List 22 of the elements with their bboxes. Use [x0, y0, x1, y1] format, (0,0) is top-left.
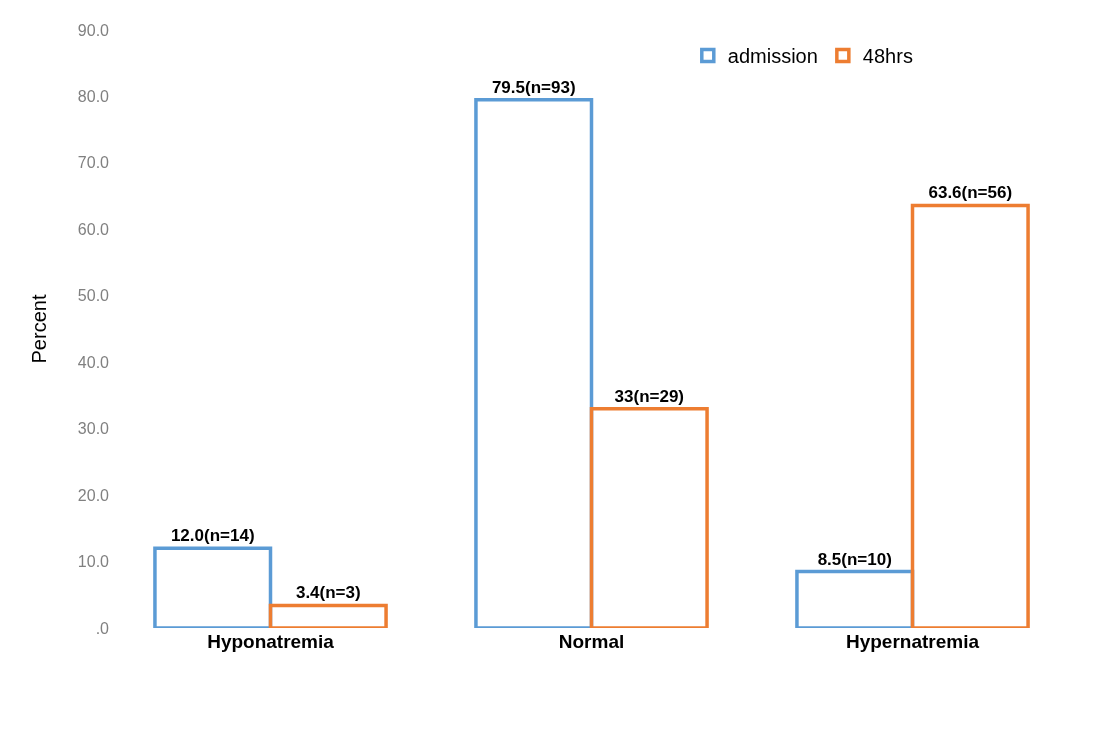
data-label: 8.5(n=10): [817, 549, 892, 569]
y-tick-label: 40.0: [77, 353, 110, 371]
y-tick-label: 50.0: [77, 287, 110, 305]
y-tick-label: .0: [95, 619, 110, 637]
data-label: 12.0(n=14): [170, 526, 255, 546]
x-tick-label: Normal: [558, 631, 625, 652]
data-label: 33(n=29): [614, 386, 685, 406]
x-tick-label: Hyponatremia: [207, 631, 335, 652]
y-axis-title: Percent: [28, 294, 51, 364]
y-tick-label: 80.0: [77, 88, 110, 106]
y-tick-label: 20.0: [77, 486, 110, 504]
legend-label: admission: [727, 45, 818, 68]
y-tick-label: 70.0: [77, 154, 110, 172]
y-tick-label: 30.0: [77, 420, 110, 438]
data-label: 79.5(n=93): [491, 77, 576, 97]
y-tick-label: 10.0: [77, 553, 110, 571]
data-label: 3.4(n=3): [295, 583, 361, 603]
legend-label: 48hrs: [862, 45, 913, 68]
x-tick-label: Hypernatremia: [845, 631, 980, 652]
data-label: 63.6(n=56): [928, 183, 1013, 203]
y-tick-label: 90.0: [77, 21, 110, 39]
y-tick-label: 60.0: [77, 220, 110, 238]
